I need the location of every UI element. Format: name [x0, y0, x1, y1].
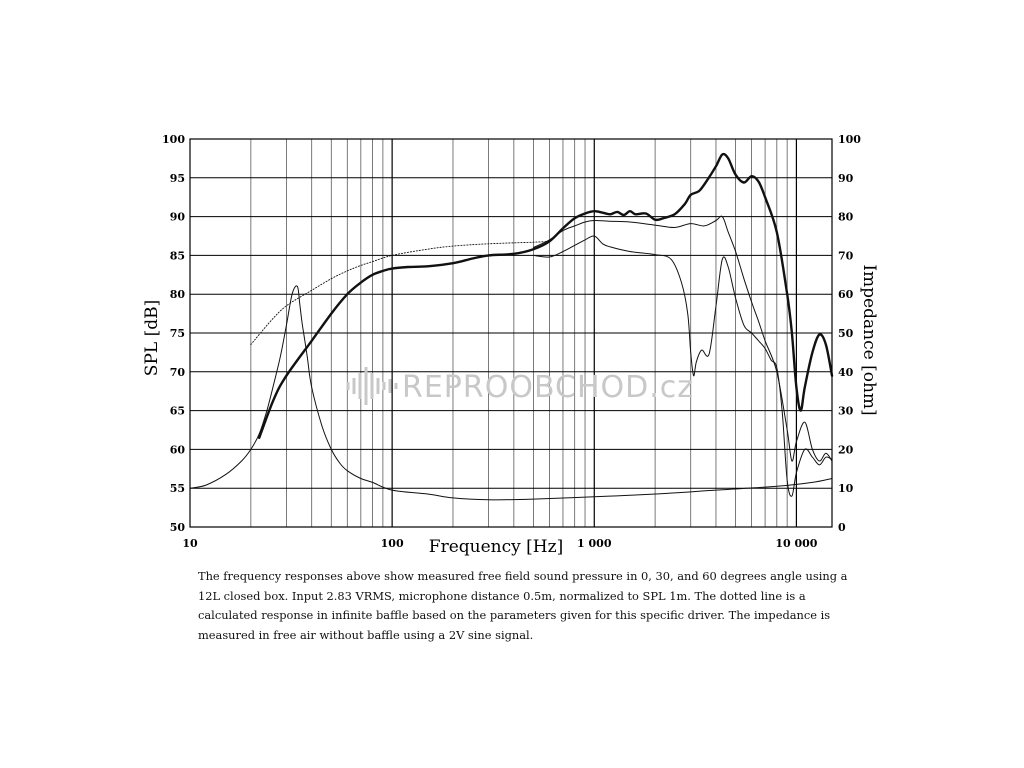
y-tick-label: 70 — [170, 366, 186, 379]
x-tick-label: 10 — [182, 537, 198, 550]
watermark-waveform-icon — [346, 367, 398, 405]
x-tick-label: 100 — [381, 537, 404, 550]
y-tick-label: 60 — [170, 443, 186, 456]
y2-tick-label: 30 — [838, 405, 854, 418]
y2-tick-label: 60 — [838, 288, 854, 301]
y2-tick-label: 0 — [838, 521, 846, 534]
y2-tick-label: 50 — [838, 327, 854, 340]
series — [189, 152, 834, 501]
spl-off-axis-line — [532, 215, 833, 462]
watermark-text: REPROOBCHOD.cz — [402, 370, 694, 405]
y2-axis-ticks: 0 10 20 30 40 50 60 70 80 90 100 — [838, 133, 861, 534]
y2-tick-label: 10 — [838, 482, 854, 495]
y2-tick-label: 80 — [838, 211, 854, 224]
y-tick-label: 50 — [170, 521, 186, 534]
y-tick-label: 95 — [170, 172, 185, 185]
y2-tick-label: 100 — [838, 133, 861, 146]
y-tick-label: 85 — [170, 249, 185, 262]
x-tick-label: 1 000 — [577, 537, 612, 550]
spl-0deg-line — [258, 152, 834, 439]
impedance-line — [189, 285, 833, 501]
figure-caption: The frequency responses above show measu… — [198, 569, 848, 642]
y-tick-label: 55 — [170, 482, 185, 495]
watermark: REPROOBCHOD.cz — [346, 367, 694, 405]
y-tick-label: 90 — [170, 211, 186, 224]
x-axis-ticks: 10 100 1 000 10 000 — [182, 537, 817, 550]
x-axis-title: Frequency [Hz] — [429, 537, 563, 557]
y-axis-title: SPL [dB] — [142, 300, 162, 376]
y2-tick-label: 70 — [838, 249, 854, 262]
y-tick-label: 75 — [170, 327, 185, 340]
y-tick-label: 80 — [170, 288, 186, 301]
grid — [190, 139, 832, 527]
y-tick-label: 100 — [162, 133, 185, 146]
y2-axis-title: Impedance [ohm] — [859, 264, 879, 415]
calculated-response-dotted-line — [250, 240, 550, 346]
y2-tick-label: 20 — [838, 443, 854, 456]
y2-tick-label: 90 — [838, 172, 854, 185]
y-axis-ticks: 50 55 60 65 70 75 80 85 90 95 100 — [162, 133, 185, 534]
y-tick-label: 65 — [170, 405, 185, 418]
plot-frame — [189, 138, 833, 528]
spl-off-axis-line — [532, 235, 833, 497]
x-tick-label: 10 000 — [775, 537, 817, 550]
y2-tick-label: 40 — [838, 366, 854, 379]
